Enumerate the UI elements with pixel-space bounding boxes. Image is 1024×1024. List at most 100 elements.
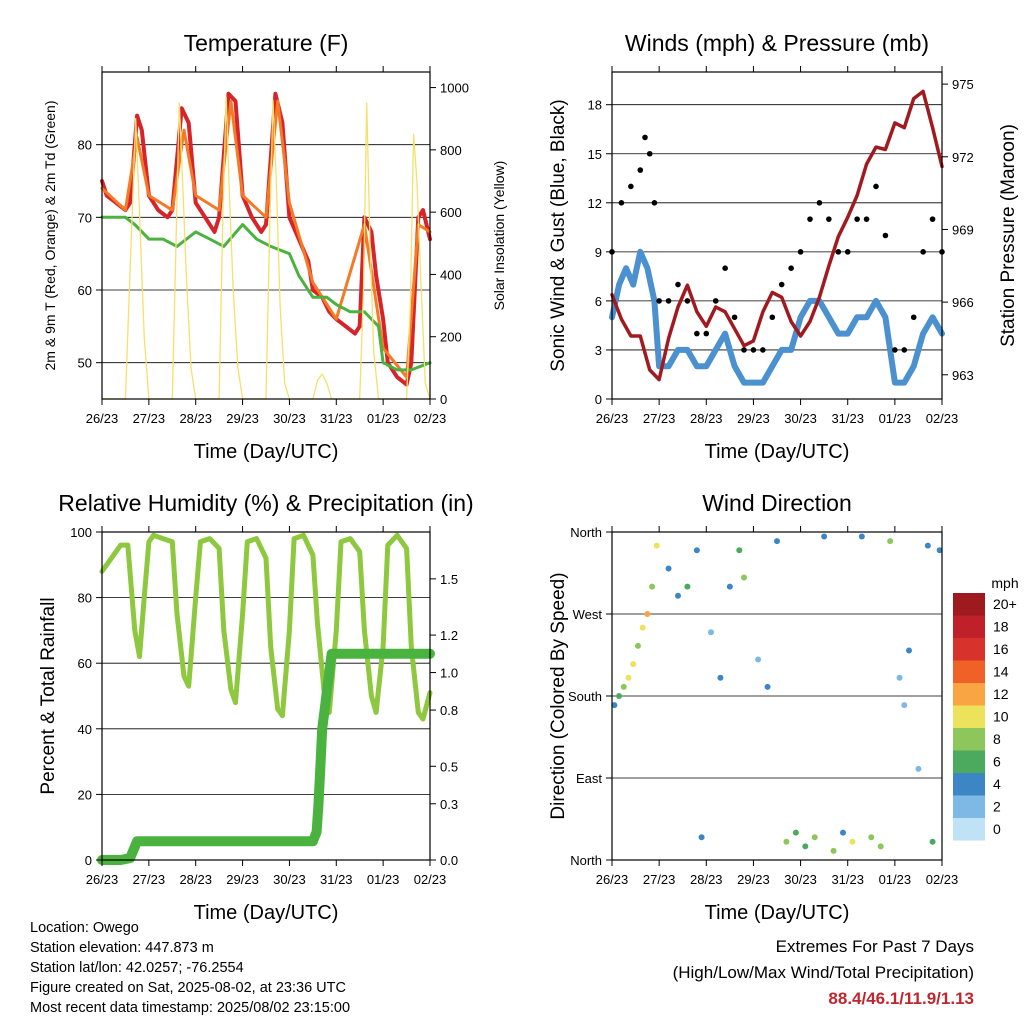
direction-point [736, 547, 743, 554]
gust-point [642, 134, 648, 141]
colorbar-swatch [953, 728, 985, 751]
colorbar-label: 14 [993, 664, 1009, 680]
x-tick-label: 01/23 [879, 411, 912, 426]
direction-point [693, 547, 700, 554]
direction-point [821, 533, 828, 540]
y2-tick-label: 0.5 [440, 759, 458, 774]
y-tick-label: West [573, 607, 603, 622]
y-axis-label: Direction (Colored By Speed) [548, 572, 569, 819]
direction-point [887, 538, 894, 545]
y-tick-label: East [576, 771, 602, 786]
chart-title: Temperature (F) [184, 30, 349, 56]
y-axis-label: Percent & Total Rainfall [38, 597, 59, 794]
direction-point [665, 565, 672, 572]
direction-point [616, 693, 623, 699]
gust-point [656, 298, 662, 304]
x-tick-label: 29/23 [737, 872, 770, 887]
x-tick-label: 28/23 [690, 411, 723, 426]
colorbar-label: 20+ [993, 596, 1017, 612]
y-tick-label: 80 [78, 138, 92, 153]
x-tick-label: 30/23 [273, 872, 306, 887]
y2-tick-label: 200 [440, 330, 462, 345]
extremes-title: Extremes For Past 7 Days [775, 937, 974, 956]
x-tick-label: 27/23 [643, 872, 676, 887]
y-tick-label: North [570, 853, 602, 868]
y2-tick-label: 972 [952, 150, 974, 165]
series-rh [99, 532, 433, 722]
direction-point [708, 629, 714, 636]
direction-point [877, 843, 884, 850]
y-tick-label: 0 [595, 392, 602, 407]
gust-point [741, 347, 747, 353]
direction-point [840, 829, 846, 836]
x-tick-label: 26/23 [86, 411, 119, 426]
y2-tick-label: 969 [952, 222, 974, 237]
direction-point [901, 702, 908, 709]
direction-point [644, 611, 651, 617]
y2-tick-label: 0.8 [440, 703, 458, 718]
colorbar-label: 16 [993, 641, 1009, 657]
gust-point [778, 281, 785, 288]
direction-point [783, 838, 790, 845]
colorbar-swatch [953, 750, 985, 773]
gust-point [826, 216, 832, 222]
colorbar-label: 4 [993, 776, 1001, 792]
y2-tick-label: 1.0 [440, 666, 458, 681]
gust-point [910, 314, 917, 321]
direction-point [868, 834, 875, 841]
direction-point [620, 683, 627, 690]
chart-panel-3: 26/23 27/23 28/23 29/23 30/23 31/23 01/23 02/23… [38, 490, 474, 924]
y-tick-label: 60 [78, 656, 92, 671]
chart-panel-1: 26/23 27/23 28/23 29/23 30/23 31/23 01/23 02/23… [42, 30, 507, 463]
direction-point [684, 583, 691, 590]
y2-tick-label: 1.5 [440, 572, 458, 587]
plot-frame [101, 71, 431, 400]
gust-point [731, 314, 738, 321]
y-tick-label: 80 [78, 591, 92, 606]
colorbar: mph 20+ 18 16 14 12 10 8 6 4 2 0 [953, 575, 1019, 841]
x-tick-label: 01/23 [367, 872, 400, 887]
x-tick-label: 31/23 [831, 872, 864, 887]
y-axis-label: Sonic Wind & Gust (Blue, Black) [548, 99, 569, 371]
gust-point [637, 167, 644, 173]
y-tick-label: 3 [595, 343, 602, 358]
x-tick-label: 02/23 [414, 411, 447, 426]
gust-point [628, 183, 634, 190]
colorbar-swatch [953, 615, 985, 638]
x-tick-label: 31/23 [320, 411, 353, 426]
gust-point [929, 216, 936, 222]
colorbar-title: mph [991, 575, 1018, 591]
gust-point [816, 200, 823, 206]
direction-point [811, 834, 818, 841]
y2-tick-label: 0 [440, 392, 447, 407]
colorbar-swatch [953, 705, 985, 728]
direction-point [858, 533, 865, 540]
gust-point [651, 200, 658, 206]
gust-point [920, 249, 926, 255]
direction-point [675, 592, 681, 599]
colorbar-label: 2 [993, 799, 1001, 815]
gust-point [760, 347, 766, 353]
gust-point [618, 200, 625, 206]
y-tick-label: South [568, 689, 602, 704]
x-axis-label: Time (Day/UTC) [194, 441, 339, 463]
gust-point [665, 298, 672, 304]
colorbar-swatch [953, 773, 985, 796]
gust-point [675, 281, 681, 288]
gust-point [703, 330, 710, 337]
gust-point [863, 216, 870, 222]
colorbar-label: 10 [993, 709, 1009, 725]
station-info: Location: Owego Station elevation: 447.8… [30, 918, 350, 1018]
direction-point [830, 847, 837, 854]
chart-title: Wind Direction [702, 490, 852, 516]
direction-point [936, 547, 943, 554]
x-tick-label: 31/23 [831, 411, 864, 426]
direction-point [649, 583, 656, 590]
x-tick-label: 31/23 [320, 872, 353, 887]
colorbar-label: 8 [993, 731, 1001, 747]
y2-tick-label: 800 [440, 143, 462, 158]
direction-point [792, 829, 799, 836]
direction-point [764, 683, 771, 690]
y2-tick-label: 0.3 [440, 797, 458, 812]
direction-point [915, 765, 922, 772]
